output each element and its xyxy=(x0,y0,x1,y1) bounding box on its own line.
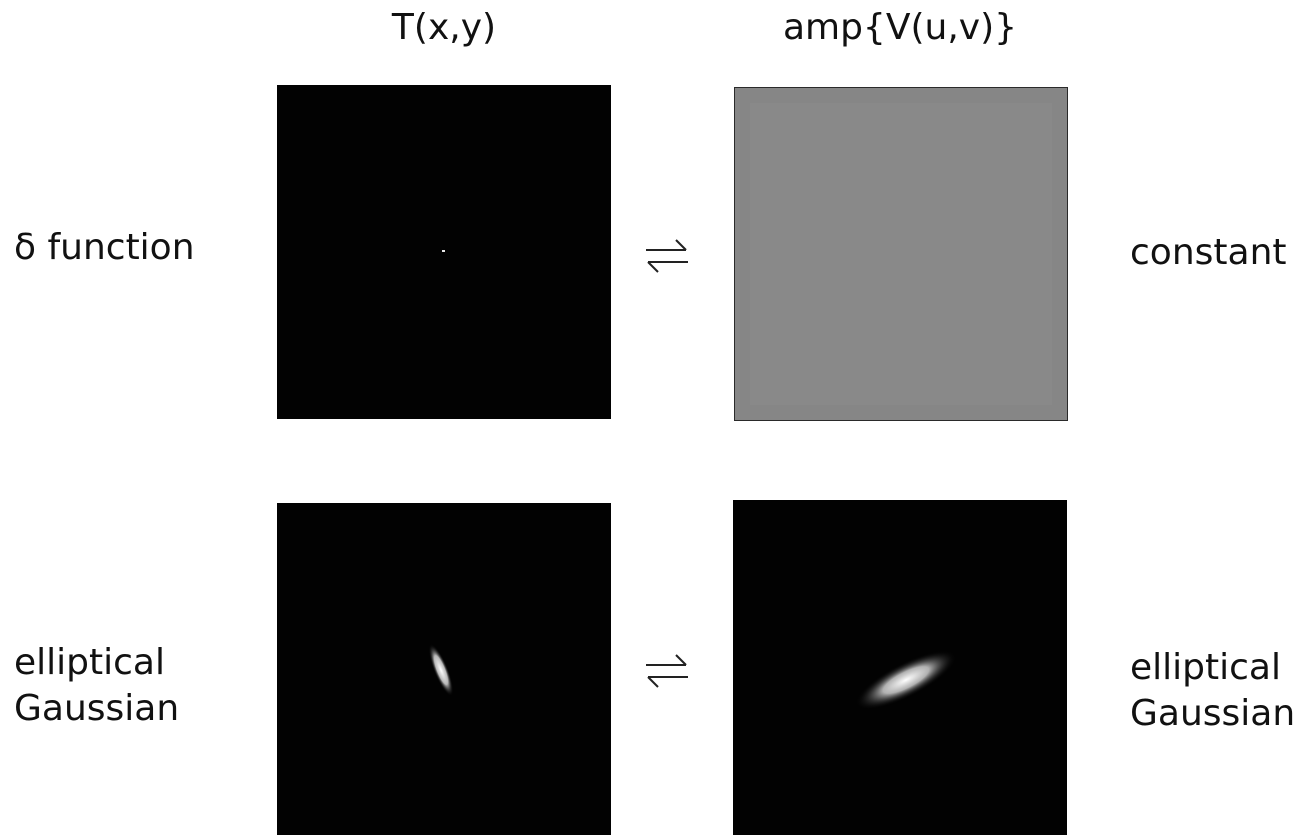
row1-left-label-line1: δ function xyxy=(14,227,195,268)
constant-amplitude-panel xyxy=(734,87,1068,421)
row2-right-label-line2: Gaussian xyxy=(1130,693,1296,734)
row1-right-label: constant xyxy=(1130,230,1287,276)
constant-panel-inner-tone xyxy=(750,103,1052,405)
narrow-elliptical-gaussian xyxy=(428,643,454,697)
broad-elliptical-gaussian xyxy=(855,650,957,710)
row2-left-label-line1: elliptical xyxy=(14,642,165,683)
gaussian-image-panel xyxy=(277,503,611,835)
row2-right-label-line1: elliptical xyxy=(1130,647,1281,688)
left-right-harpoons-icon xyxy=(646,239,688,273)
delta-point-source xyxy=(442,250,445,252)
gaussian-amplitude-panel xyxy=(733,500,1067,835)
row1-left-label: δ function xyxy=(14,225,195,271)
left-right-harpoons-icon xyxy=(646,654,688,688)
row2-left-label-line2: Gaussian xyxy=(14,688,180,729)
header-visibility-amplitude: amp{V(u,v)} xyxy=(782,7,1018,48)
row1-right-label-line1: constant xyxy=(1130,232,1287,273)
row2-left-label: elliptical Gaussian xyxy=(14,640,179,732)
header-image-domain: T(x,y) xyxy=(391,7,497,48)
row2-right-label: elliptical Gaussian xyxy=(1130,645,1295,737)
delta-function-image-panel xyxy=(277,85,611,419)
